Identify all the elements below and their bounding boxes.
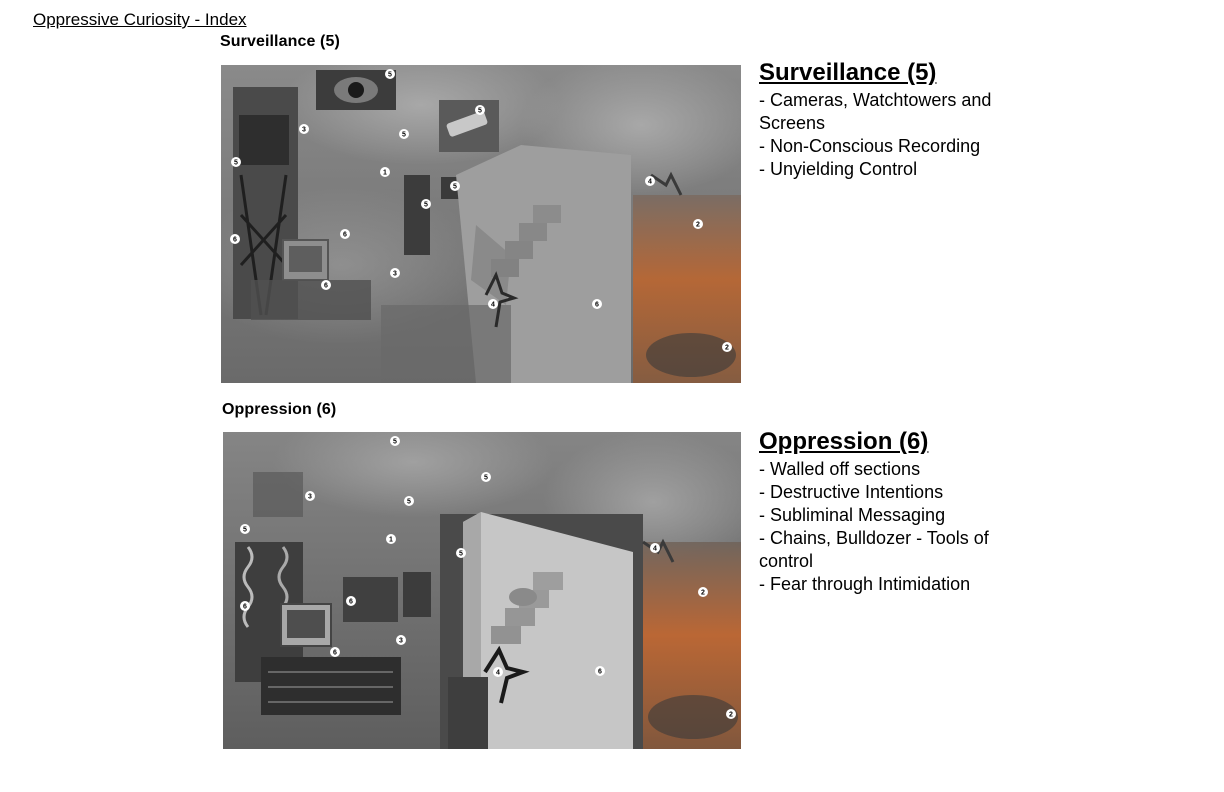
surveillance-collage-image: 5 5 3 5 5 1 5 5 4 6 6 2 3 6 4 6 2 [221, 65, 741, 383]
marker: 5 [390, 436, 400, 446]
marker: 5 [456, 548, 466, 558]
marker: 6 [346, 596, 356, 606]
svg-text:6: 6 [333, 650, 337, 657]
marker: 5 [240, 524, 250, 534]
surveillance-heading: Surveillance (5) [759, 59, 937, 86]
marker: 5 [385, 69, 395, 79]
oppression-list: - Walled off sections - Destructive Inte… [759, 458, 1024, 596]
marker: 5 [421, 199, 431, 209]
marker: 3 [305, 491, 315, 501]
svg-text:1: 1 [389, 537, 393, 544]
svg-text:6: 6 [598, 669, 602, 676]
marker: 4 [645, 176, 655, 186]
svg-text:2: 2 [729, 712, 733, 719]
surveillance-list: - Cameras, Watchtowers and Screens - Non… [759, 89, 1024, 181]
svg-text:5: 5 [388, 72, 392, 79]
svg-text:6: 6 [233, 237, 237, 244]
marker: 5 [481, 472, 491, 482]
svg-text:4: 4 [653, 546, 657, 553]
svg-text:2: 2 [701, 590, 705, 597]
surveillance-description: Surveillance (5) - Cameras, Watchtowers … [759, 59, 1024, 181]
svg-text:6: 6 [349, 599, 353, 606]
marker: 5 [399, 129, 409, 139]
svg-text:5: 5 [459, 551, 463, 558]
svg-text:6: 6 [343, 232, 347, 239]
oppression-description: Oppression (6) - Walled off sections - D… [759, 428, 1024, 596]
list-item: - Subliminal Messaging [759, 505, 946, 525]
index-link[interactable]: Oppressive Curiosity - Index [33, 10, 247, 29]
oppression-collage-image: 5 3 5 5 1 5 4 5 2 6 6 3 6 4 6 2 [223, 432, 741, 749]
list-item: - Walled off sections [759, 459, 921, 479]
svg-text:5: 5 [478, 108, 482, 115]
svg-text:3: 3 [302, 127, 306, 134]
marker: 5 [231, 157, 241, 167]
svg-text:6: 6 [595, 302, 599, 309]
svg-text:5: 5 [243, 527, 247, 534]
svg-text:4: 4 [496, 670, 500, 677]
list-item: - Fear through Intimidation [759, 574, 971, 594]
svg-text:6: 6 [324, 283, 328, 290]
surveillance-collage-svg: 5 5 3 5 5 1 5 5 4 6 6 2 3 6 4 6 2 [221, 65, 741, 383]
svg-text:5: 5 [453, 184, 457, 191]
marker: 1 [380, 167, 390, 177]
svg-text:5: 5 [234, 160, 238, 167]
svg-text:3: 3 [399, 638, 403, 645]
marker: 6 [592, 299, 602, 309]
marker: 1 [386, 534, 396, 544]
list-item: - Non-Conscious Recording [759, 136, 981, 156]
marker: 6 [230, 234, 240, 244]
svg-text:1: 1 [383, 170, 387, 177]
oppression-heading: Oppression (6) [759, 428, 929, 455]
marker: 3 [390, 268, 400, 278]
marker: 6 [340, 229, 350, 239]
oppression-collage-svg: 5 3 5 5 1 5 4 5 2 6 6 3 6 4 6 2 [223, 432, 741, 749]
svg-text:4: 4 [648, 179, 652, 186]
svg-text:3: 3 [308, 494, 312, 501]
svg-text:5: 5 [402, 132, 406, 139]
marker: 6 [595, 666, 605, 676]
svg-text:5: 5 [393, 439, 397, 446]
marker: 6 [321, 280, 331, 290]
svg-text:6: 6 [243, 604, 247, 611]
list-item: - Unyielding Control [759, 159, 918, 179]
svg-text:5: 5 [407, 499, 411, 506]
svg-text:4: 4 [491, 302, 495, 309]
list-item: - Destructive Intentions [759, 482, 944, 502]
marker: 5 [404, 496, 414, 506]
surveillance-image-label: Surveillance (5) [220, 33, 340, 50]
marker: 2 [726, 709, 736, 719]
marker: 2 [698, 587, 708, 597]
svg-text:2: 2 [725, 345, 729, 352]
marker: 5 [475, 105, 485, 115]
svg-text:3: 3 [393, 271, 397, 278]
surveillance-number-markers: 5 5 3 5 5 1 5 5 4 6 6 2 3 6 4 6 2 [230, 69, 732, 352]
marker: 4 [488, 299, 498, 309]
marker: 3 [396, 635, 406, 645]
list-item: - Chains, Bulldozer - Tools of control [759, 528, 989, 571]
marker: 2 [722, 342, 732, 352]
marker: 4 [493, 667, 503, 677]
svg-text:2: 2 [696, 222, 700, 229]
oppression-image-label: Oppression (6) [222, 401, 337, 418]
marker: 2 [693, 219, 703, 229]
svg-text:5: 5 [484, 475, 488, 482]
marker: 6 [330, 647, 340, 657]
list-item: - Cameras, Watchtowers and Screens [759, 90, 992, 133]
oppression-number-markers: 5 3 5 5 1 5 4 5 2 6 6 3 6 4 6 2 [240, 436, 736, 719]
marker: 3 [299, 124, 309, 134]
marker: 6 [240, 601, 250, 611]
marker: 5 [450, 181, 460, 191]
marker: 4 [650, 543, 660, 553]
svg-text:5: 5 [424, 202, 428, 209]
